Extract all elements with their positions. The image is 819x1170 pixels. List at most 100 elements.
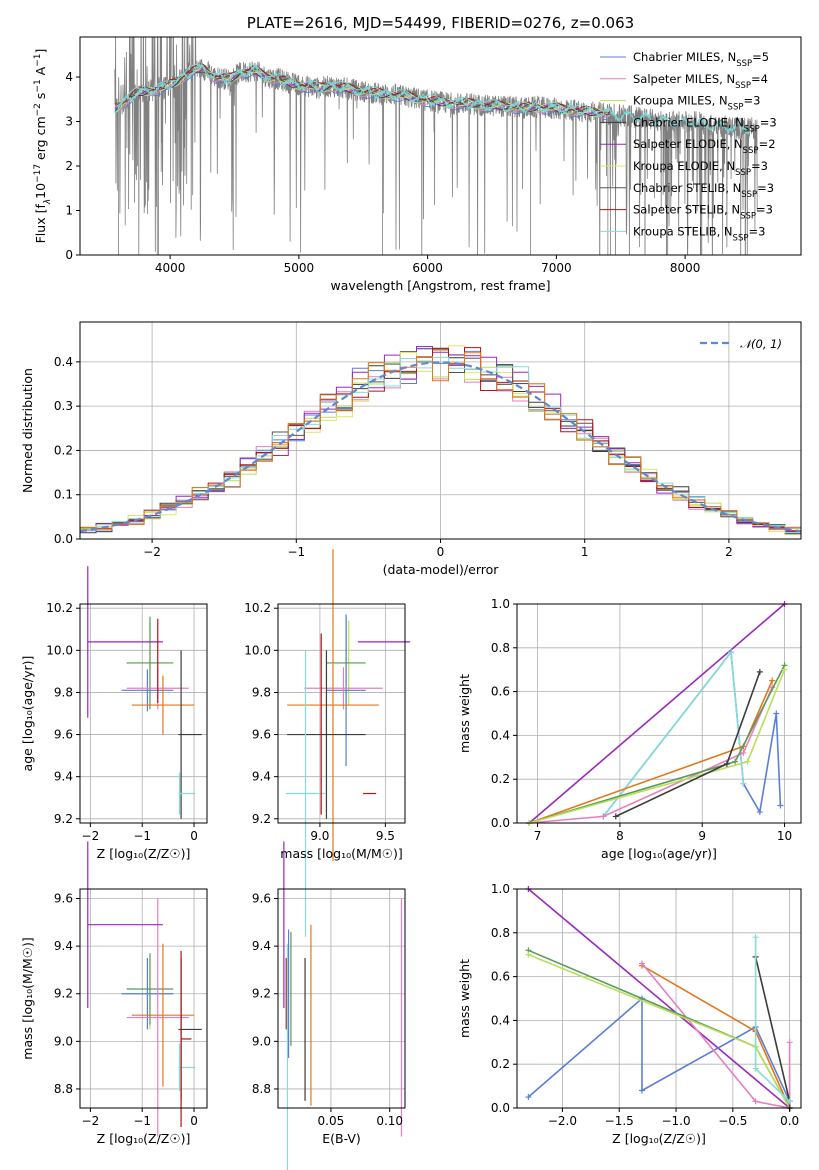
y-tick-label: 0.8 bbox=[491, 926, 510, 940]
y-tick-label: 9.6 bbox=[252, 892, 271, 906]
weight-point bbox=[723, 760, 730, 767]
x-tick-label: 10 bbox=[777, 829, 792, 843]
legend-entry: Kroupa STELIB, NSSP=3 bbox=[633, 224, 765, 243]
axes-frame bbox=[277, 888, 406, 1109]
x-axis-label: Z [log₁₀(Z/Z☉)] bbox=[97, 846, 191, 861]
weight-point bbox=[786, 1039, 793, 1046]
weight-point bbox=[744, 758, 751, 765]
legend-entry: Salpeter MILES, NSSP=4 bbox=[633, 72, 768, 91]
y-tick-label: 9.2 bbox=[54, 812, 73, 826]
y-tick-label: 1 bbox=[65, 204, 73, 218]
residuals-plot: −2 −1 0 1 2 0.0 0.1 0.2 0.3 0.4 (data-model)/error… bbox=[20, 321, 802, 577]
weight-point bbox=[777, 802, 784, 809]
y-label-part: −1 bbox=[33, 79, 43, 92]
x-tick-label: −1 bbox=[287, 545, 305, 559]
x-tick-label: −0.5 bbox=[718, 1114, 747, 1128]
y-axis-label: mass weight bbox=[457, 674, 472, 753]
x-tick-label: 7000 bbox=[541, 261, 572, 275]
x-tick-label: 8000 bbox=[670, 261, 701, 275]
y-tick-label: 10.0 bbox=[46, 643, 73, 657]
x-tick-label: −1.0 bbox=[661, 1114, 690, 1128]
spectrum-lines bbox=[114, 37, 758, 255]
x-tick-label: 0.0 bbox=[780, 1114, 799, 1128]
x-tick-label: 1 bbox=[581, 545, 589, 559]
weight-point bbox=[740, 749, 747, 756]
weight-point bbox=[740, 780, 747, 787]
legend: Chabrier MILES, NSSP=5 Salpeter MILES, NS… bbox=[600, 50, 777, 243]
x-tick-label: −1 bbox=[133, 829, 151, 843]
chart-title: PLATE=2616, MJD=54499, FIBERID=0276, z=0… bbox=[247, 14, 634, 32]
x-tick-label: 0 bbox=[190, 829, 198, 843]
axes-frame bbox=[79, 888, 208, 1109]
axes-frame bbox=[516, 888, 802, 1109]
x-tick-label: 4000 bbox=[155, 261, 186, 275]
spectrum-plot: 4000 5000 6000 7000 8000 0 1 2 3 4 wavelength [Ang… bbox=[33, 14, 802, 293]
weight-point bbox=[752, 934, 759, 941]
x-tick-label: 9 bbox=[698, 829, 706, 843]
y-tick-label: 9.0 bbox=[252, 1034, 271, 1048]
y-axis-label: Normed distribution bbox=[20, 368, 35, 493]
y-tick-label: 0.2 bbox=[491, 772, 510, 786]
residual-histogram bbox=[80, 352, 801, 531]
weight-point bbox=[638, 1087, 645, 1094]
weight-point bbox=[525, 951, 532, 958]
weight-point bbox=[756, 668, 763, 675]
legend-entry: 𝒩(0, 1) bbox=[740, 337, 782, 351]
y-tick-label: 9.8 bbox=[54, 685, 73, 699]
y-tick-label: 0.0 bbox=[54, 532, 73, 546]
legend-entry: Salpeter STELIB, NSSP=3 bbox=[633, 203, 773, 222]
axes-frame bbox=[277, 603, 406, 824]
weight-series bbox=[529, 686, 773, 824]
legend-entry: Chabrier STELIB, NSSP=3 bbox=[633, 181, 774, 200]
y-axis-label: mass [log₁₀(M/M☉)] bbox=[20, 937, 35, 1059]
y-label-part: −1 bbox=[33, 54, 43, 67]
y-tick-label: 0.6 bbox=[491, 685, 510, 699]
y-tick-label: 10.0 bbox=[244, 643, 271, 657]
y-tick-label: 9.8 bbox=[252, 685, 271, 699]
x-axis-label: E(B-V) bbox=[322, 1131, 361, 1146]
weight-point bbox=[612, 813, 619, 820]
y-tick-label: 0.0 bbox=[491, 816, 510, 830]
x-tick-label: −2 bbox=[82, 1114, 100, 1128]
observed-spectrum bbox=[114, 37, 758, 255]
weight-series bbox=[528, 603, 786, 824]
y-tick-label: 8.8 bbox=[252, 1082, 271, 1096]
age_vs_Z-plot: −2 −1 0 9.2 9.4 9.6 9.8 10.0 10.2 Z [log₁₀(Z/Z☉)]… bbox=[20, 566, 208, 861]
weight_vs_age-plot: 7 8 9 10 0.0 0.2 0.4 0.6 0.8 1.0 age [log₁₀(age/yr… bbox=[457, 597, 802, 861]
y-tick-label: 9.4 bbox=[252, 770, 271, 784]
y-label-part: Flux [f bbox=[33, 204, 48, 244]
x-tick-label: 0 bbox=[190, 1114, 198, 1128]
legend-entry: Kroupa MILES, NSSP=3 bbox=[633, 94, 760, 113]
age_vs_mass-plot: 9.0 9.5 9.2 9.4 9.6 9.8 10.0 10.2 mass [log₁₀(M/… bbox=[244, 549, 411, 937]
y-tick-label: 0.3 bbox=[54, 399, 73, 413]
y-tick-label: 0.1 bbox=[54, 488, 73, 502]
weight-point bbox=[781, 666, 788, 673]
x-tick-label: −1 bbox=[133, 1114, 151, 1128]
y-tick-label: 9.2 bbox=[54, 987, 73, 1001]
x-axis-label: mass [log₁₀(M/M☉)] bbox=[280, 846, 402, 861]
weight-point bbox=[600, 813, 607, 820]
y-tick-label: 0.2 bbox=[54, 443, 73, 457]
weight-point bbox=[769, 677, 776, 684]
weight-series bbox=[641, 962, 791, 1109]
weight-point bbox=[752, 1065, 759, 1072]
y-tick-label: 0.6 bbox=[491, 970, 510, 984]
y-tick-label: 0 bbox=[65, 248, 73, 262]
x-tick-label: 9.0 bbox=[310, 829, 329, 843]
x-tick-label: 0.05 bbox=[318, 1114, 345, 1128]
x-tick-label: 0.10 bbox=[376, 1114, 403, 1128]
y-tick-label: 0.4 bbox=[491, 1013, 510, 1027]
x-tick-label: 7 bbox=[534, 829, 542, 843]
x-tick-label: 5000 bbox=[284, 261, 315, 275]
y-tick-label: 9.4 bbox=[252, 939, 271, 953]
y-axis-label: Flux [fλ10−17 erg cm−2 s−1 A−1] bbox=[33, 49, 53, 244]
x-tick-label: −2 bbox=[143, 545, 161, 559]
residual-histogram bbox=[80, 354, 801, 533]
y-label-part: −2 bbox=[33, 103, 43, 116]
y-tick-label: 9.2 bbox=[252, 812, 271, 826]
y-tick-label: 9.6 bbox=[54, 728, 73, 742]
y-tick-label: 3 bbox=[65, 115, 73, 129]
x-axis-label: Z [log₁₀(Z/Z☉)] bbox=[612, 1131, 706, 1146]
legend-entry: Chabrier MILES, NSSP=5 bbox=[633, 50, 769, 69]
